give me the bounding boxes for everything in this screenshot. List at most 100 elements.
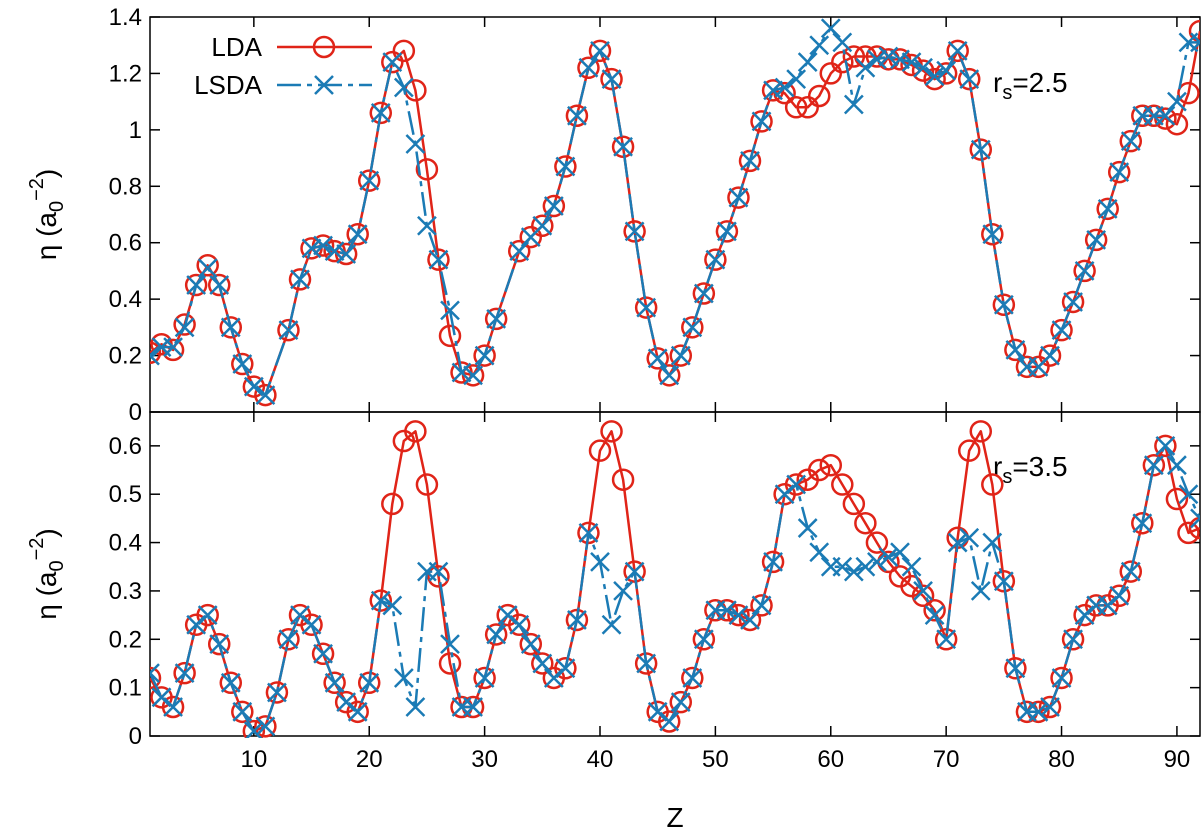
lda-point	[1050, 318, 1073, 342]
x-tick-label: 40	[587, 746, 614, 773]
lda-point	[311, 642, 335, 666]
lda-point	[369, 589, 393, 612]
lsda-point	[970, 139, 991, 160]
lda-point	[819, 62, 843, 85]
lsda-point	[1190, 32, 1200, 53]
lda-point	[807, 84, 831, 108]
plot-frame	[149, 411, 1201, 737]
lda-point	[415, 473, 439, 496]
lda-point	[1004, 338, 1027, 362]
lsda-point	[532, 215, 553, 236]
lsda-point	[878, 547, 899, 567]
lda-point	[254, 715, 277, 738]
lda-point	[1107, 584, 1131, 608]
lsda-point	[1155, 435, 1176, 456]
lda-point	[657, 710, 681, 733]
lda-point	[300, 613, 323, 637]
lda-point	[750, 110, 773, 133]
lsda-point	[290, 269, 310, 290]
lsda-point	[924, 66, 945, 87]
lda-point	[231, 352, 254, 376]
lsda-point	[913, 57, 933, 78]
lsda-point	[497, 605, 518, 625]
lsda-point	[820, 18, 841, 39]
lda-point	[150, 666, 162, 690]
series-group	[150, 18, 1200, 407]
lda-point	[957, 67, 981, 91]
lsda-point	[751, 111, 772, 132]
lda-point	[738, 608, 762, 632]
lsda-point	[1097, 198, 1118, 219]
lda-point	[1061, 628, 1085, 651]
lda-point	[807, 458, 831, 482]
lsda-point	[220, 317, 241, 338]
lda-point	[588, 39, 612, 63]
lsda-point	[451, 362, 472, 383]
lda-point	[1142, 453, 1166, 477]
lda-point	[646, 347, 669, 370]
lda-point	[242, 719, 266, 738]
lsda-point	[809, 35, 830, 56]
y-tick-label: 0.6	[109, 433, 142, 460]
lda-point	[969, 420, 993, 443]
panel-bottom: 0 0.1 0.2 0.3 0.4 0.5 0.6 10 20 30 40 50 60 70 80 90 η (…	[26, 411, 1201, 833]
lda-point	[923, 67, 946, 91]
lsda-point	[774, 484, 795, 505]
x-tick-label: 30	[471, 746, 498, 773]
lsda-point	[740, 151, 760, 171]
lda-point	[346, 700, 369, 724]
lsda-point	[970, 581, 991, 601]
y-tick-label: 0.6	[109, 230, 142, 257]
lsda-point	[555, 658, 576, 679]
lsda-point	[509, 614, 530, 635]
lda-point	[369, 101, 393, 125]
lsda-point	[382, 595, 403, 616]
lda-point	[611, 468, 635, 491]
lda-point	[357, 671, 381, 695]
lsda-point	[728, 605, 749, 625]
lda-point	[265, 681, 289, 704]
lsda-point	[728, 187, 749, 208]
lsda-point	[659, 711, 680, 732]
lda-point	[692, 628, 716, 651]
lsda-point	[1097, 595, 1118, 616]
lsda-point	[486, 624, 507, 645]
lsda-point	[717, 600, 737, 621]
lda-point	[727, 603, 750, 627]
lsda-point	[336, 244, 357, 264]
lsda-point	[670, 692, 691, 713]
legend-label-lda: LDA	[211, 32, 262, 62]
lda-point	[565, 104, 589, 127]
lsda-point	[463, 697, 483, 717]
lsda-point	[186, 275, 207, 295]
lda-point	[507, 239, 531, 263]
lda-point	[415, 158, 439, 181]
lsda-point	[901, 52, 922, 73]
lda-point	[254, 383, 277, 407]
lsda-point	[993, 294, 1014, 315]
lda-point	[554, 155, 577, 178]
lsda-point	[936, 60, 957, 81]
lda-point	[346, 223, 369, 246]
lsda-point	[543, 668, 564, 688]
lda-point	[1177, 81, 1200, 105]
lsda-point	[267, 682, 287, 703]
lsda-point	[809, 542, 830, 563]
lsda-point	[393, 668, 414, 688]
lsda-point	[855, 556, 876, 577]
lda-point	[634, 296, 658, 319]
lda-point	[242, 375, 266, 398]
lda-point	[161, 695, 185, 719]
lsda-point	[797, 518, 818, 538]
lsda-point	[693, 283, 714, 304]
lda-point	[381, 492, 404, 516]
lsda-point	[243, 376, 264, 397]
lsda-point	[936, 629, 957, 650]
lda-point	[531, 214, 554, 238]
lda-point	[704, 248, 727, 271]
lsda-point	[509, 241, 530, 262]
lda-point	[288, 268, 312, 291]
lsda-point	[324, 672, 345, 693]
lsda-point	[209, 275, 230, 295]
lsda-point	[393, 77, 414, 98]
